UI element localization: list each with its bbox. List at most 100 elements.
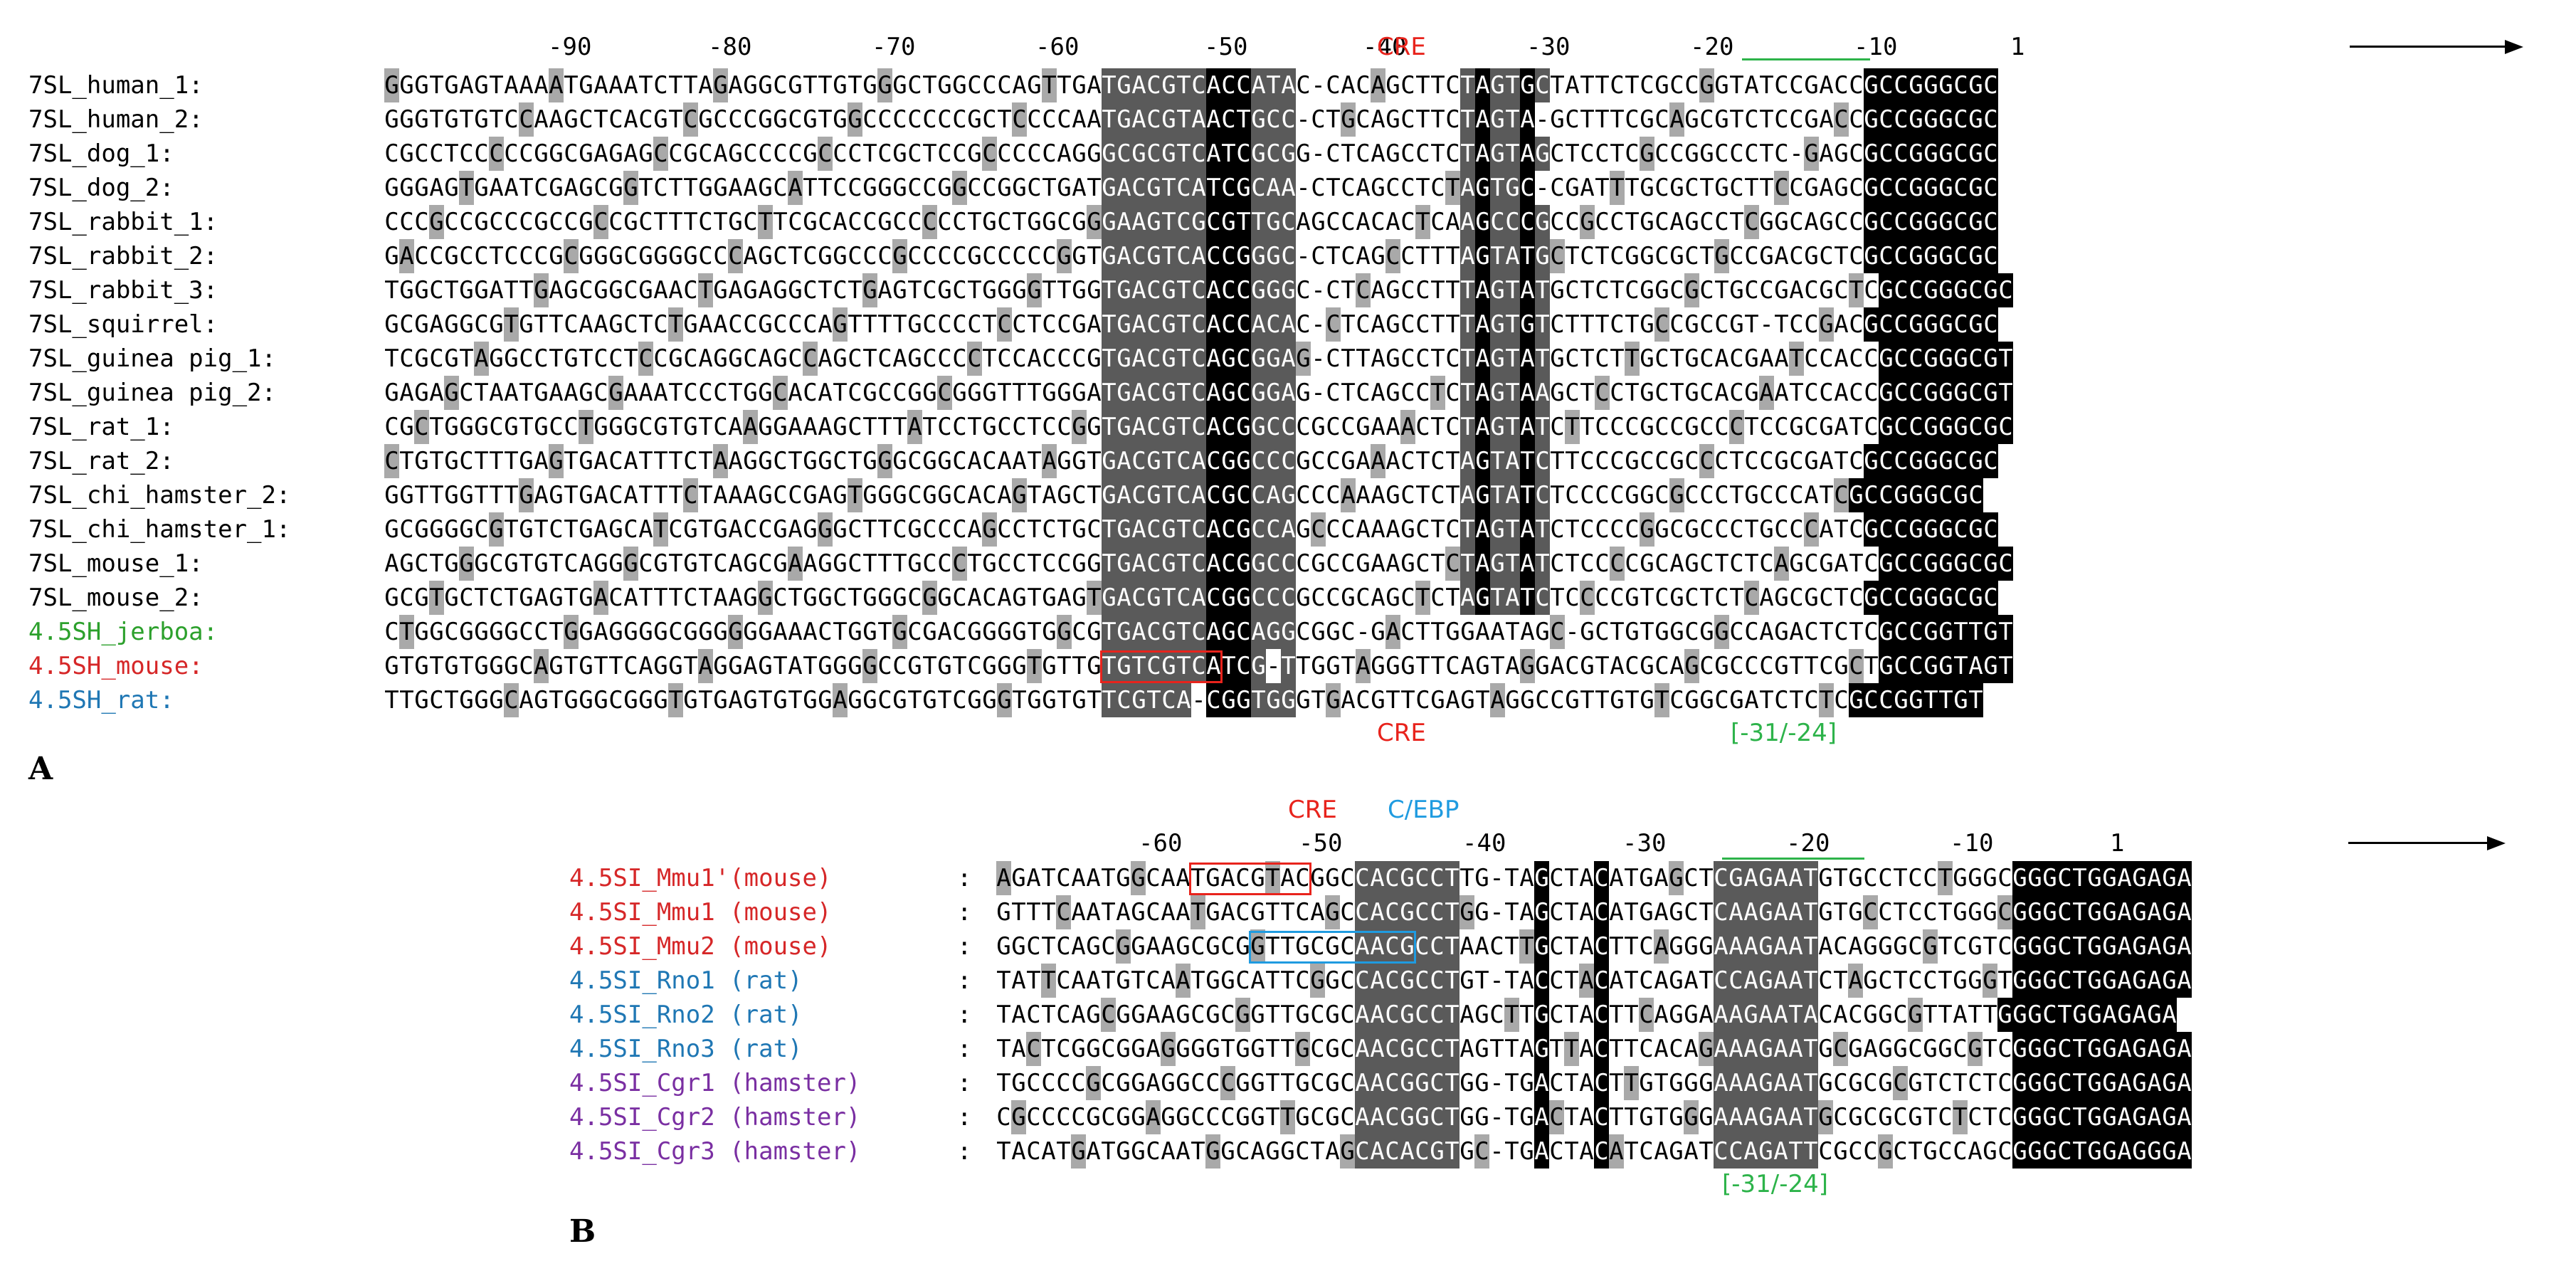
- sequence-label: 7SL_rat_1:: [28, 413, 174, 441]
- tick-label: -30: [1622, 829, 1667, 858]
- cre-label-bottom: CRE: [1377, 719, 1426, 747]
- sequence-label: 7SL_rat_2:: [28, 447, 174, 475]
- sequence-label: 4.5SI_Cgr1 (hamster): [569, 1069, 861, 1097]
- sequence: GCGGGGCGTGTCTGAGCATCGTGACCGAGGGCTTCGCCCA…: [384, 512, 1998, 547]
- sequence: AGCTGGGCGTGTCAGGGCGTGTCAGCGAAGGCTTTGCCCT…: [384, 547, 2013, 581]
- sequence-label: 7SL_mouse_2:: [28, 584, 204, 612]
- label-colon: :: [957, 932, 972, 961]
- box-31-24-label: [-31/-24]: [1731, 719, 1837, 747]
- sequence: TCGCGTAGGCCTGTCCTCCGCAGGCAGCCAGCTCAGCCCC…: [384, 342, 2013, 376]
- sequence-label: 4.5SI_Mmu1'(mouse): [569, 864, 832, 892]
- sequence-label: 7SL_rabbit_2:: [28, 242, 218, 270]
- box-31-24-label: [-31/-24]: [1722, 1170, 1829, 1198]
- sequence: GGGTGAGTAAAATGAAATCTTAGAGGCGTTGTGGGCTGGC…: [384, 68, 1998, 102]
- sequence: TACTCAGCGGAAGCGCGGTTGCGCAACGCCTAGCTTGCTA…: [996, 998, 2177, 1032]
- tick-label: 1: [2110, 829, 2125, 858]
- cre-box-mouse: [1100, 650, 1223, 683]
- label-colon: :: [957, 966, 972, 995]
- tick-label: -20: [1786, 829, 1830, 858]
- sequence-label: 7SL_guinea pig_1:: [28, 344, 276, 373]
- sequence: GGCTCAGCGGAAGCGCGGTTGCGCAACGCCTAACTTGCTA…: [996, 929, 2192, 964]
- sequence-label: 4.5SI_Cgr3 (hamster): [569, 1137, 861, 1166]
- cre-box: [1189, 863, 1311, 895]
- tick-label: -40: [1462, 829, 1506, 858]
- sequence-label: 7SL_human_2:: [28, 105, 204, 134]
- sequence-label: 7SL_rabbit_1:: [28, 208, 218, 236]
- label-colon: :: [957, 1001, 972, 1029]
- sequence-label: 7SL_dog_2:: [28, 174, 174, 202]
- tick-label: -60: [1035, 33, 1080, 61]
- tick-label: -70: [872, 33, 916, 61]
- tick-label: -50: [1204, 33, 1248, 61]
- sequence-label: 7SL_chi_hamster_2:: [28, 481, 291, 510]
- sequence: GGTTGGTTTGAGTGACATTTCTAAAGCCGAGTGGGCGGCA…: [384, 478, 1983, 512]
- sequence-label: 4.5SI_Mmu1 (mouse): [569, 898, 832, 927]
- label-colon: :: [957, 1069, 972, 1097]
- tss-arrow-head: [2487, 836, 2506, 850]
- sequence-label: 7SL_chi_hamster_1:: [28, 515, 291, 544]
- sequence-label: 7SL_guinea pig_2:: [28, 379, 276, 407]
- sequence: CTGTGCTTTGAGTGACATTTCTAAGGCTGGCTGGGCGGCA…: [384, 444, 1998, 478]
- label-colon: :: [957, 1035, 972, 1063]
- tss-arrow-head: [2505, 40, 2523, 54]
- sequence: GCGAGGCGTGTTCAAGCTCTGAACCGCCCAGTTTTGCCCC…: [384, 307, 1998, 342]
- sequence: TTGCTGGGCAGTGGGCGGGTGTGAGTGTGGAGGCGTGTCG…: [384, 683, 1983, 717]
- tick-label: -20: [1690, 33, 1734, 61]
- label-colon: :: [957, 1103, 972, 1132]
- sequence: TACTCGGCGGAGGGGTGGTTGCGCAACGCCTAGTTAGTTA…: [996, 1032, 2192, 1066]
- sequence-label: 4.5SI_Rno2 (rat): [569, 1001, 803, 1029]
- sequence: TGCCCCGCGGAGGCCCGGTTGCGCAACGGCTGG-TGACTA…: [996, 1066, 2192, 1100]
- sequence: GAGAGCTAATGAAGCGAAATCCCTGGCACATCGCCGGCGG…: [384, 376, 2013, 410]
- sequence-label: 7SL_human_1:: [28, 71, 204, 100]
- sequence: GGGAGTGAATCGAGCGGTCTTGGAAGCATTCCGGGCCGGC…: [384, 171, 1998, 205]
- tick-label: -10: [1950, 829, 1994, 858]
- sequence: CGCCCCGCGGAGGCCCGGTTGCGCAACGGCTGG-TGACTA…: [996, 1100, 2192, 1134]
- tick-label: -30: [1526, 33, 1571, 61]
- tick-label: -80: [708, 33, 752, 61]
- tick-label: -10: [1854, 33, 1898, 61]
- sequence: TACATGATGGCAATGGCAGGCTAGCACACGTGC-TGACTA…: [996, 1134, 2192, 1169]
- sequence: TGGCTGGATTGAGCGGCGAACTGAGAGGCTCTGAGTCGCT…: [384, 273, 2013, 307]
- sequence-label: 7SL_dog_1:: [28, 139, 174, 168]
- sequence-label: 4.5SI_Cgr2 (hamster): [569, 1103, 861, 1132]
- sequence-label: 7SL_rabbit_3:: [28, 276, 218, 305]
- cebp-label: C/EBP: [1388, 796, 1459, 824]
- panel-b-letter: B: [569, 1213, 596, 1250]
- label-colon: :: [957, 898, 972, 927]
- tick-label: 1: [2010, 33, 2025, 61]
- sequence: CTGGCGGGGCCTGGAGGGGCGGGGGGAAACTGGTGCGACG…: [384, 615, 2013, 649]
- box-31-24-top-line: [1742, 58, 1870, 60]
- sequence: GTGTGTGGGCAGTGTTCAGGTAGGAGTATGGGGCCGTGTC…: [384, 649, 2013, 683]
- sequence-label: 4.5SI_Rno3 (rat): [569, 1035, 803, 1063]
- box-31-24-top-line: [1722, 858, 1864, 860]
- sequence: GGGTGTGTCCAAGCTCACGTCGCCCGGCGTGGCCCCCCCG…: [384, 102, 1998, 137]
- tss-arrow: [2350, 46, 2513, 48]
- tick-label: -50: [1299, 829, 1343, 858]
- tick-label: -40: [1363, 33, 1407, 61]
- cre-label: CRE: [1288, 796, 1337, 824]
- cre-label-top: CRE: [1377, 33, 1426, 61]
- sequence-label: 4.5SH_mouse:: [28, 652, 204, 680]
- sequence-label: 4.5SI_Mmu2 (mouse): [569, 932, 832, 961]
- sequence: GCGTGCTCTGAGTGACATTTCTAAGGCTGGCTGGGCGGCA…: [384, 581, 1998, 615]
- sequence: CGCCTCCCCCGGCGAGAGCCGCAGCCCCGCCCTCGCTCCG…: [384, 137, 1998, 171]
- cebp-box: [1249, 931, 1416, 964]
- tick-label: -90: [548, 33, 592, 61]
- label-colon: :: [957, 864, 972, 892]
- sequence: CGCTGGGCGTGCCTGGGCGTGTCAAGGAAAGCTTTATCCT…: [384, 410, 2013, 444]
- sequence-label: 7SL_squirrel:: [28, 310, 218, 339]
- tss-arrow: [2348, 842, 2491, 844]
- sequence-label: 7SL_mouse_1:: [28, 549, 204, 578]
- sequence: GACCGCCTCCCGCGGGCGGGGCCCAGCTCGGCCCGCCCCG…: [384, 239, 1998, 273]
- sequence: GTTTCAATAGCAATGACGTTCAGCCACGCCTGG-TAGCTA…: [996, 895, 2192, 929]
- sequence: AGATCAATGGCAATGACGTACGGCCACGCCTTG-TAGCTA…: [996, 861, 2192, 895]
- sequence-label: 4.5SH_jerboa:: [28, 618, 218, 646]
- sequence: TATTCAATGTCAATGGCATTCGGCCACGCCTGT-TACCTA…: [996, 964, 2192, 998]
- sequence-label: 4.5SH_rat:: [28, 686, 174, 714]
- sequence-label: 4.5SI_Rno1 (rat): [569, 966, 803, 995]
- panel-a-letter: A: [28, 751, 53, 787]
- label-colon: :: [957, 1137, 972, 1166]
- sequence: CCCGCCGCCCGCCGCCGCTTTCTGCTTCGCACCGCCCCCT…: [384, 205, 1998, 239]
- tick-label: -60: [1139, 829, 1183, 858]
